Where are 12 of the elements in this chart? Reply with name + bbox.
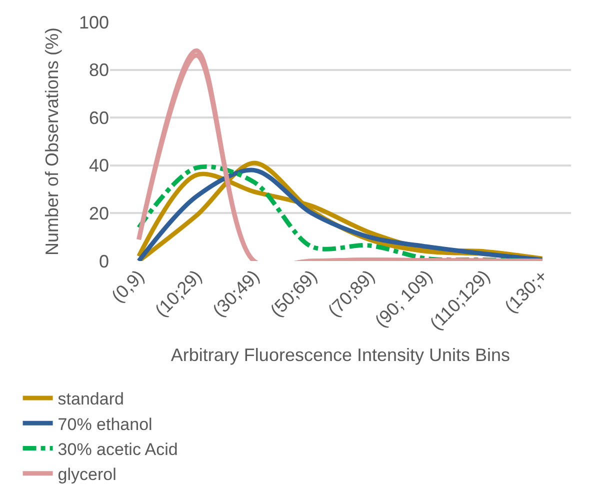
y-tick-label: 40	[88, 156, 109, 176]
y-tick-label: 100	[78, 12, 109, 32]
legend-label: standard	[58, 390, 124, 409]
legend-label: 30% acetic Acid	[58, 440, 178, 459]
y-tick-label: 80	[88, 60, 109, 80]
legend-label: glycerol	[58, 464, 116, 484]
x-axis-title: Arbitrary Fluorescence Intensity Units Bins	[170, 344, 510, 365]
y-tick-label: 0	[98, 251, 109, 272]
y-tick-label: 20	[88, 204, 109, 224]
legend-label: 70% ethanol	[58, 414, 152, 434]
y-axis-title: Number of Observations (%)	[42, 27, 62, 256]
y-tick-label: 60	[88, 108, 109, 128]
